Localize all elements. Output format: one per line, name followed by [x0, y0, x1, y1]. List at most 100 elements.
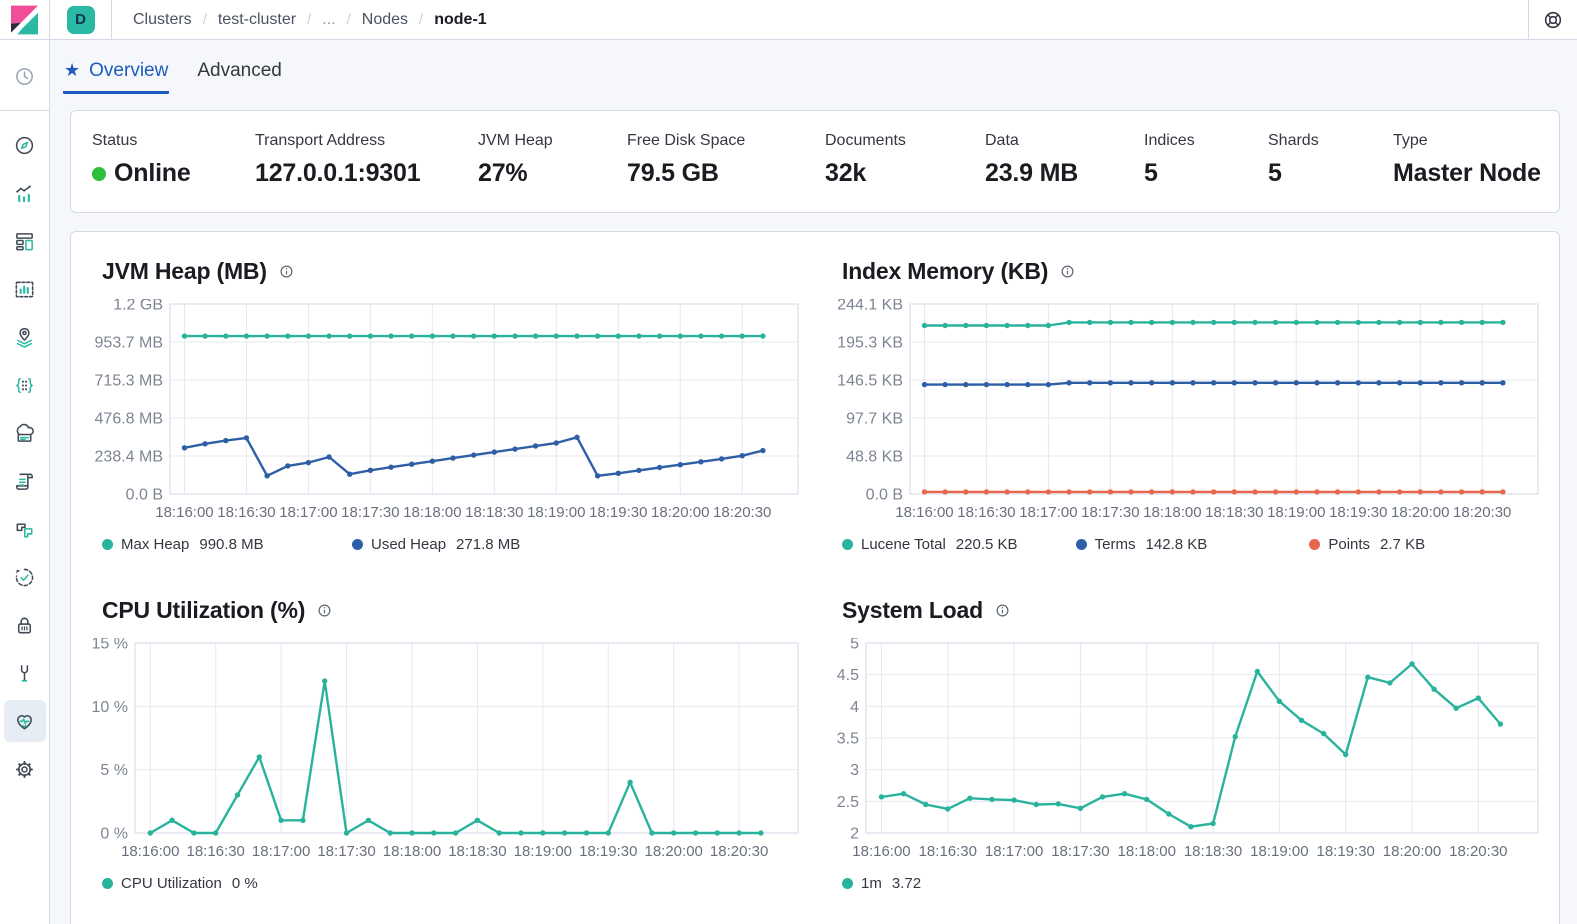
y-tick-label: 15 %: [92, 638, 128, 653]
tab-overview[interactable]: ★ Overview: [63, 58, 170, 94]
legend-value: 142.8 KB: [1145, 536, 1208, 553]
star-icon: ★: [64, 60, 81, 80]
info-icon[interactable]: [994, 602, 1011, 619]
system-load-plot-area[interactable]: 18:16:00 18:16:30 18:17:00 18:17:30 18:18:00…: [827, 638, 1543, 868]
x-tick-label: 18:19:30: [579, 843, 637, 860]
jvm-heap-plot-area[interactable]: 18:16:00 18:16:30 18:17:00 18:17:30 18:18:00…: [87, 299, 803, 529]
x-tick-label: 18:17:00: [252, 843, 310, 860]
y-tick-label: 146.5 KB: [837, 372, 903, 389]
tab-advanced[interactable]: Advanced: [197, 60, 282, 81]
sidebar-item-uptime[interactable]: [4, 556, 46, 598]
breadcrumb-item-test-cluster[interactable]: test-cluster: [217, 10, 297, 28]
sidebar-item-visualize[interactable]: [4, 172, 46, 214]
x-tick-label: 18:18:00: [1118, 843, 1176, 860]
map-pin-layers-icon: [17, 327, 32, 348]
space-switcher[interactable]: D: [50, 0, 112, 39]
info-icon[interactable]: [1059, 263, 1076, 280]
x-tick-label: 18:17:30: [341, 504, 399, 521]
line-chart-svg: 18:16:00 18:16:30 18:17:00 18:17:30 18:18:00…: [837, 299, 1539, 521]
stat-value: Master Node: [1393, 159, 1541, 187]
help-cell: [1528, 0, 1577, 39]
stat-label: Free Disk Space: [627, 132, 746, 149]
clock-icon: [16, 67, 33, 85]
legend-item-terms[interactable]: Terms 142.8 KB: [1075, 536, 1310, 553]
x-tick-label: 18:16:00: [121, 843, 179, 860]
sidebar-item-apm[interactable]: [4, 508, 46, 550]
breadcrumb-separator: /: [307, 11, 312, 28]
stat-label: Shards: [1268, 132, 1319, 149]
sidebar-item-recently-viewed[interactable]: [4, 55, 46, 97]
kibana-logo[interactable]: [0, 0, 50, 39]
stat-label: Indices: [1144, 132, 1195, 149]
index-memory-plot-area[interactable]: 18:16:00 18:16:30 18:17:00 18:17:30 18:18:00…: [827, 299, 1543, 529]
stat-value: 79.5 GB: [627, 159, 719, 187]
y-tick-label: 1.2 GB: [113, 299, 163, 314]
y-tick-label: 244.1 KB: [837, 299, 903, 314]
info-icon[interactable]: [278, 263, 295, 280]
x-tick-label: 18:19:00: [514, 843, 572, 860]
legend-item-lucene-total[interactable]: Lucene Total 220.5 KB: [842, 536, 1076, 553]
y-tick-label: 48.8 KB: [846, 449, 903, 466]
help-button[interactable]: [1542, 9, 1564, 31]
y-tick-label: 3.5: [837, 731, 859, 748]
charts-panel: JVM Heap (MB) 18:16:00 18:16:30 18:17:00 18…: [70, 231, 1560, 924]
top-bar: D Clusters / test-cluster /... / Nodes / node-1: [0, 0, 1577, 40]
breadcrumb-item-clusters[interactable]: Clusters: [133, 10, 192, 28]
x-tick-label: 18:20:00: [1383, 843, 1441, 860]
x-tick-label: 18:16:00: [852, 843, 910, 860]
x-tick-label: 18:20:30: [710, 843, 768, 860]
sidebar-item-metrics[interactable]: [4, 412, 46, 454]
lock-icon: [17, 617, 32, 633]
cpu-utilization-plot-area[interactable]: 18:16:00 18:16:30 18:17:00 18:17:30 18:18:00…: [87, 638, 803, 868]
stat-label: Transport Address: [255, 132, 386, 149]
compass-icon: [15, 136, 34, 154]
node-summary-panel: Status Online Transport Address 127.0.0.1:9…: [70, 110, 1560, 213]
chart-jvm-heap: JVM Heap (MB) 18:16:00 18:16:30 18:17:00 18…: [87, 258, 803, 553]
legend-label: Used Heap: [371, 536, 447, 553]
main-content: ★ Overview Advanced Status Online Transport…: [50, 0, 1577, 924]
space-badge[interactable]: D: [66, 5, 95, 34]
y-tick-label: 476.8 MB: [95, 411, 163, 428]
legend-item-points[interactable]: Points 2.7 KB: [1309, 536, 1543, 553]
stat-jvm-heap: JVM Heap 27%: [478, 132, 627, 188]
chart-legend: Lucene Total 220.5 KB Terms 142.8 KB Points 2…: [842, 536, 1543, 553]
legend-item-cpu-utilization[interactable]: CPU Utilization 0 %: [102, 875, 352, 892]
y-tick-label: 195.3 KB: [837, 334, 903, 351]
chart-cpu-utilization: CPU Utilization (%) 18:16:00 18:16:30 18:1…: [87, 597, 803, 892]
uptime-check-icon: [15, 568, 34, 586]
sidebar-item-machine-learning[interactable]: [4, 364, 46, 406]
sidebar-item-stack-monitoring[interactable]: [3, 700, 46, 742]
breadcrumb-item--[interactable]: ...: [322, 10, 336, 28]
x-tick-label: 18:18:30: [448, 843, 506, 860]
legend-label: CPU Utilization: [121, 875, 222, 892]
chart-index-memory: Index Memory (KB) 18:16:00 18:16:30 18:17:…: [827, 258, 1543, 553]
chart-title: System Load: [842, 597, 983, 623]
breadcrumb-item-nodes[interactable]: Nodes: [361, 10, 409, 28]
heartbeat-icon: [17, 714, 32, 729]
sidebar-item-discover[interactable]: [4, 124, 46, 166]
sidebar-item-dev-tools[interactable]: [4, 652, 46, 694]
help-lifering-icon: [1544, 11, 1562, 28]
sidebar-divider: [0, 110, 49, 111]
legend-item-1m[interactable]: 1m 3.72: [842, 875, 1092, 892]
stat-data: Data 23.9 MB: [985, 132, 1144, 188]
legend-value: 2.7 KB: [1380, 536, 1426, 553]
legend-color-dot: [842, 878, 853, 889]
legend-item-used-heap[interactable]: Used Heap 271.8 MB: [352, 536, 602, 553]
x-tick-label: 18:19:30: [589, 504, 647, 521]
chart-title: CPU Utilization (%): [102, 597, 306, 623]
chart-legend: CPU Utilization 0 %: [102, 875, 803, 892]
sidebar-item-logs[interactable]: [4, 460, 46, 502]
info-icon[interactable]: [316, 602, 333, 619]
canvas-icon: [15, 281, 34, 297]
sidebar-item-maps[interactable]: [4, 316, 46, 358]
chart-title: Index Memory (KB): [842, 258, 1049, 284]
sidebar-item-dashboard[interactable]: [4, 220, 46, 262]
sidebar-item-security[interactable]: [4, 604, 46, 646]
sidebar-item-canvas[interactable]: [4, 268, 46, 310]
x-tick-label: 18:20:30: [713, 504, 771, 521]
y-tick-label: 3: [850, 762, 859, 779]
legend-item-max-heap[interactable]: Max Heap 990.8 MB: [102, 536, 352, 553]
sidebar-item-management[interactable]: [4, 748, 46, 790]
x-tick-label: 18:20:00: [651, 504, 709, 521]
